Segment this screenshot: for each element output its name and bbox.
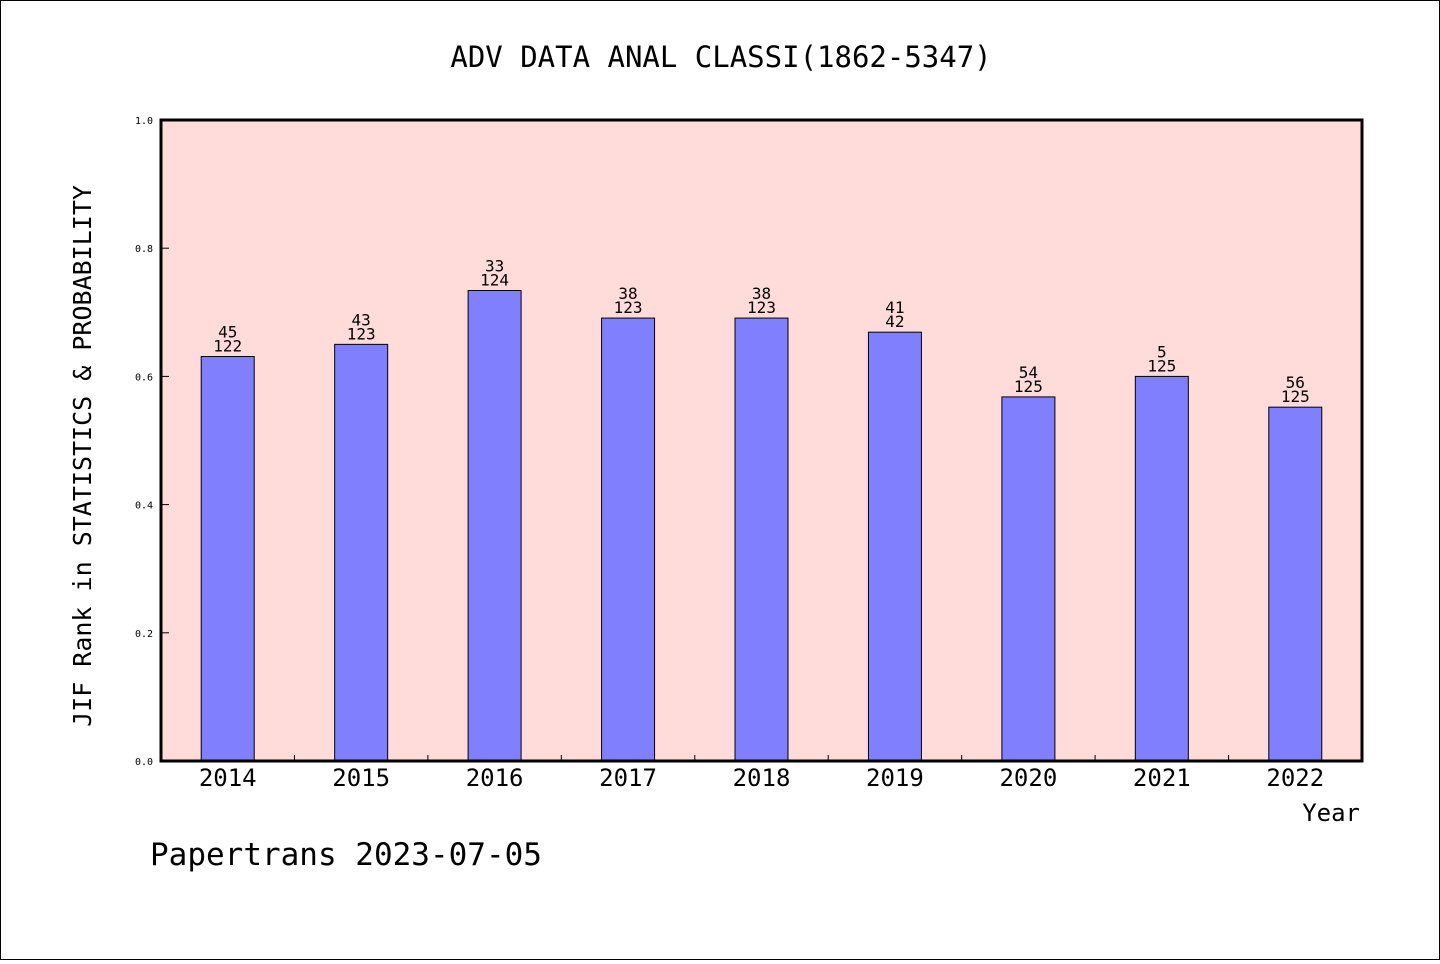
plot-frame	[159, 118, 1364, 763]
x-tick-label-2017: 2017	[599, 764, 657, 792]
data-label-total-2020: 125	[1014, 377, 1043, 396]
bar-2015	[334, 343, 389, 762]
x-tick-label-2018: 2018	[733, 764, 791, 792]
data-label-total-2019: 42	[885, 312, 904, 331]
y-tick-label-0.6: 0.6	[135, 372, 153, 383]
bar-2014	[200, 356, 255, 762]
y-tick-label-1.0: 1.0	[135, 116, 153, 127]
bar-2016	[467, 290, 522, 762]
x-tick-label-2014: 2014	[199, 764, 257, 792]
data-label-total-2015: 123	[347, 324, 376, 343]
data-label-rank-2021: 5	[1157, 342, 1167, 361]
data-label-rank-2018: 38	[752, 284, 771, 303]
bar-2021	[1134, 375, 1189, 762]
data-label-total-2022: 125	[1281, 387, 1310, 406]
x-axis-label: Year	[1302, 799, 1360, 827]
x-axis: 2014 2015 2016 2017 2018 2019 2020 2021 2022	[199, 755, 1324, 792]
data-label-rank-2014: 45	[218, 323, 237, 342]
x-tick-label-2016: 2016	[466, 764, 524, 792]
bars-layer	[200, 290, 1323, 762]
x-tick-label-2015: 2015	[332, 764, 390, 792]
bar-2018	[734, 317, 789, 762]
x-tick-label-2020: 2020	[999, 764, 1057, 792]
y-tick-label-0.0: 0.0	[135, 757, 153, 768]
data-label-rank-2017: 38	[618, 284, 637, 303]
bar-2020	[1001, 396, 1056, 762]
data-label-total-2016: 124	[480, 271, 509, 290]
data-label-rank-2020: 54	[1019, 363, 1038, 382]
x-tick-label-2019: 2019	[866, 764, 924, 792]
x-tick-label-2021: 2021	[1133, 764, 1191, 792]
bar-2017	[601, 317, 656, 762]
data-label-rank-2016: 33	[485, 257, 504, 276]
data-label-rank-2022: 56	[1286, 373, 1305, 392]
y-axis-label: JIF Rank in STATISTICS & PROBABILITY	[68, 185, 97, 727]
footer-text: Papertrans 2023-07-05	[150, 837, 542, 873]
data-label-total-2017: 123	[614, 298, 643, 317]
data-label-total-2018: 123	[747, 298, 776, 317]
data-label-rank-2019: 41	[885, 298, 904, 317]
y-tick-label-0.2: 0.2	[135, 629, 153, 640]
y-axis: 0.0 0.2 0.4 0.6 0.8 1.0	[135, 116, 169, 768]
data-label-total-2021: 125	[1147, 356, 1176, 375]
bar-2019	[867, 331, 922, 762]
x-tick-label-2022: 2022	[1266, 764, 1324, 792]
chart-title: ADV DATA ANAL CLASSI(1862-5347)	[450, 40, 991, 74]
data-label-total-2014: 122	[213, 337, 242, 356]
y-tick-label-0.4: 0.4	[135, 501, 153, 512]
bar-2022	[1268, 406, 1323, 762]
y-tick-label-0.8: 0.8	[135, 244, 153, 255]
data-label-rank-2015: 43	[352, 310, 371, 329]
